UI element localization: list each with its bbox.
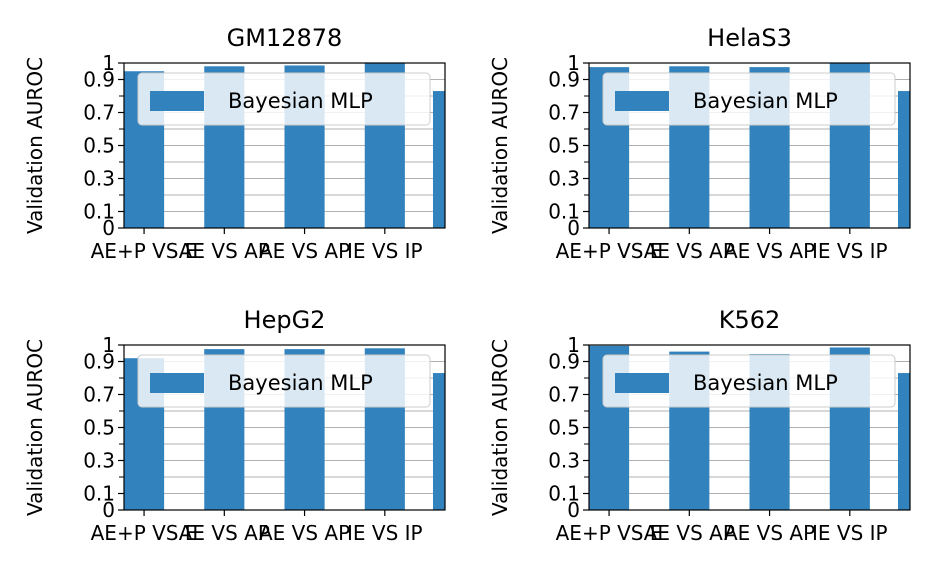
ytick-label-6: 1 [102, 333, 115, 357]
xtick-label-1: AE VS AP [179, 239, 270, 263]
xtick-label-0: AE+P VS E [91, 521, 198, 545]
legend: Bayesian MLP [137, 354, 431, 408]
ylabel: Validation AUROC [488, 57, 512, 234]
y-ticks: 00.1 0.3 0.5 0.7 0.91 [548, 51, 589, 240]
xtick-label-3: IE VS IP [347, 239, 423, 263]
ylabel: Validation AUROC [488, 339, 512, 516]
ytick-label-1: 0.1 [83, 200, 115, 224]
legend-box [602, 354, 896, 408]
y-ticks: 00.1 0.3 0.5 0.7 0.91 [548, 333, 589, 522]
ytick-label-4: 0.7 [548, 383, 580, 407]
ytick-label-1: 0.1 [548, 200, 580, 224]
y-ticks: 00.1 0.3 0.5 0.7 0.91 [83, 51, 124, 240]
legend: Bayesian MLP [137, 72, 431, 126]
ytick-label-3: 0.5 [83, 134, 115, 158]
xtick-label-0: AE+P VS E [556, 521, 663, 545]
xtick-label-0: AE+P VS E [91, 239, 198, 263]
ytick-label-1: 0.1 [83, 482, 115, 506]
bar-edge [433, 91, 445, 228]
ytick-label-0: 0 [567, 498, 580, 522]
subplot-title: HepG2 [244, 306, 326, 334]
legend-box [602, 72, 896, 126]
legend-swatch [150, 373, 204, 393]
ytick-label-3: 0.5 [548, 416, 580, 440]
bar-edge [433, 373, 445, 510]
xtick-label-2: AE VS AP [724, 239, 815, 263]
ytick-label-2: 0.3 [83, 167, 115, 191]
subplot-title: K562 [719, 306, 781, 334]
ytick-label-3: 0.5 [548, 134, 580, 158]
ytick-label-5: 0.9 [83, 350, 115, 374]
bar-edge [898, 373, 910, 510]
subplot-title: GM12878 [227, 24, 343, 52]
ytick-label-5: 0.9 [83, 68, 115, 92]
ytick-label-4: 0.7 [548, 101, 580, 125]
y-ticks: 00.1 0.3 0.5 0.7 0.91 [83, 333, 124, 522]
xtick-label-2: AE VS AP [724, 521, 815, 545]
ytick-label-4: 0.7 [83, 383, 115, 407]
legend-label: Bayesian MLP [693, 89, 838, 113]
ytick-label-4: 0.7 [83, 101, 115, 125]
legend: Bayesian MLP [602, 354, 896, 408]
ytick-label-6: 1 [567, 51, 580, 75]
xtick-label-3: IE VS IP [812, 521, 888, 545]
bar-edge [898, 91, 910, 228]
ytick-label-0: 0 [102, 216, 115, 240]
legend-label: Bayesian MLP [228, 89, 373, 113]
legend-box [137, 354, 431, 408]
subplot-title: HelaS3 [707, 24, 792, 52]
ytick-label-5: 0.9 [548, 350, 580, 374]
xtick-label-2: AE VS AP [259, 521, 350, 545]
xtick-label-1: AE VS AP [644, 521, 735, 545]
legend-label: Bayesian MLP [228, 371, 373, 395]
ytick-label-2: 0.3 [548, 167, 580, 191]
xtick-label-1: AE VS AP [179, 521, 270, 545]
ytick-label-6: 1 [567, 333, 580, 357]
xtick-label-1: AE VS AP [644, 239, 735, 263]
legend-label: Bayesian MLP [693, 371, 838, 395]
xtick-label-3: IE VS IP [347, 521, 423, 545]
ytick-label-0: 0 [102, 498, 115, 522]
ytick-label-3: 0.5 [83, 416, 115, 440]
ytick-label-5: 0.9 [548, 68, 580, 92]
xtick-label-3: IE VS IP [812, 239, 888, 263]
legend: Bayesian MLP [602, 72, 896, 126]
xtick-label-0: AE+P VS E [556, 239, 663, 263]
ytick-label-1: 0.1 [548, 482, 580, 506]
xtick-label-2: AE VS AP [259, 239, 350, 263]
legend-swatch [615, 91, 669, 111]
legend-swatch [615, 373, 669, 393]
ytick-label-2: 0.3 [83, 449, 115, 473]
ytick-label-2: 0.3 [548, 449, 580, 473]
legend-swatch [150, 91, 204, 111]
ytick-label-6: 1 [102, 51, 115, 75]
legend-box [137, 72, 431, 126]
ytick-label-0: 0 [567, 216, 580, 240]
ylabel: Validation AUROC [23, 339, 47, 516]
ylabel: Validation AUROC [23, 57, 47, 234]
